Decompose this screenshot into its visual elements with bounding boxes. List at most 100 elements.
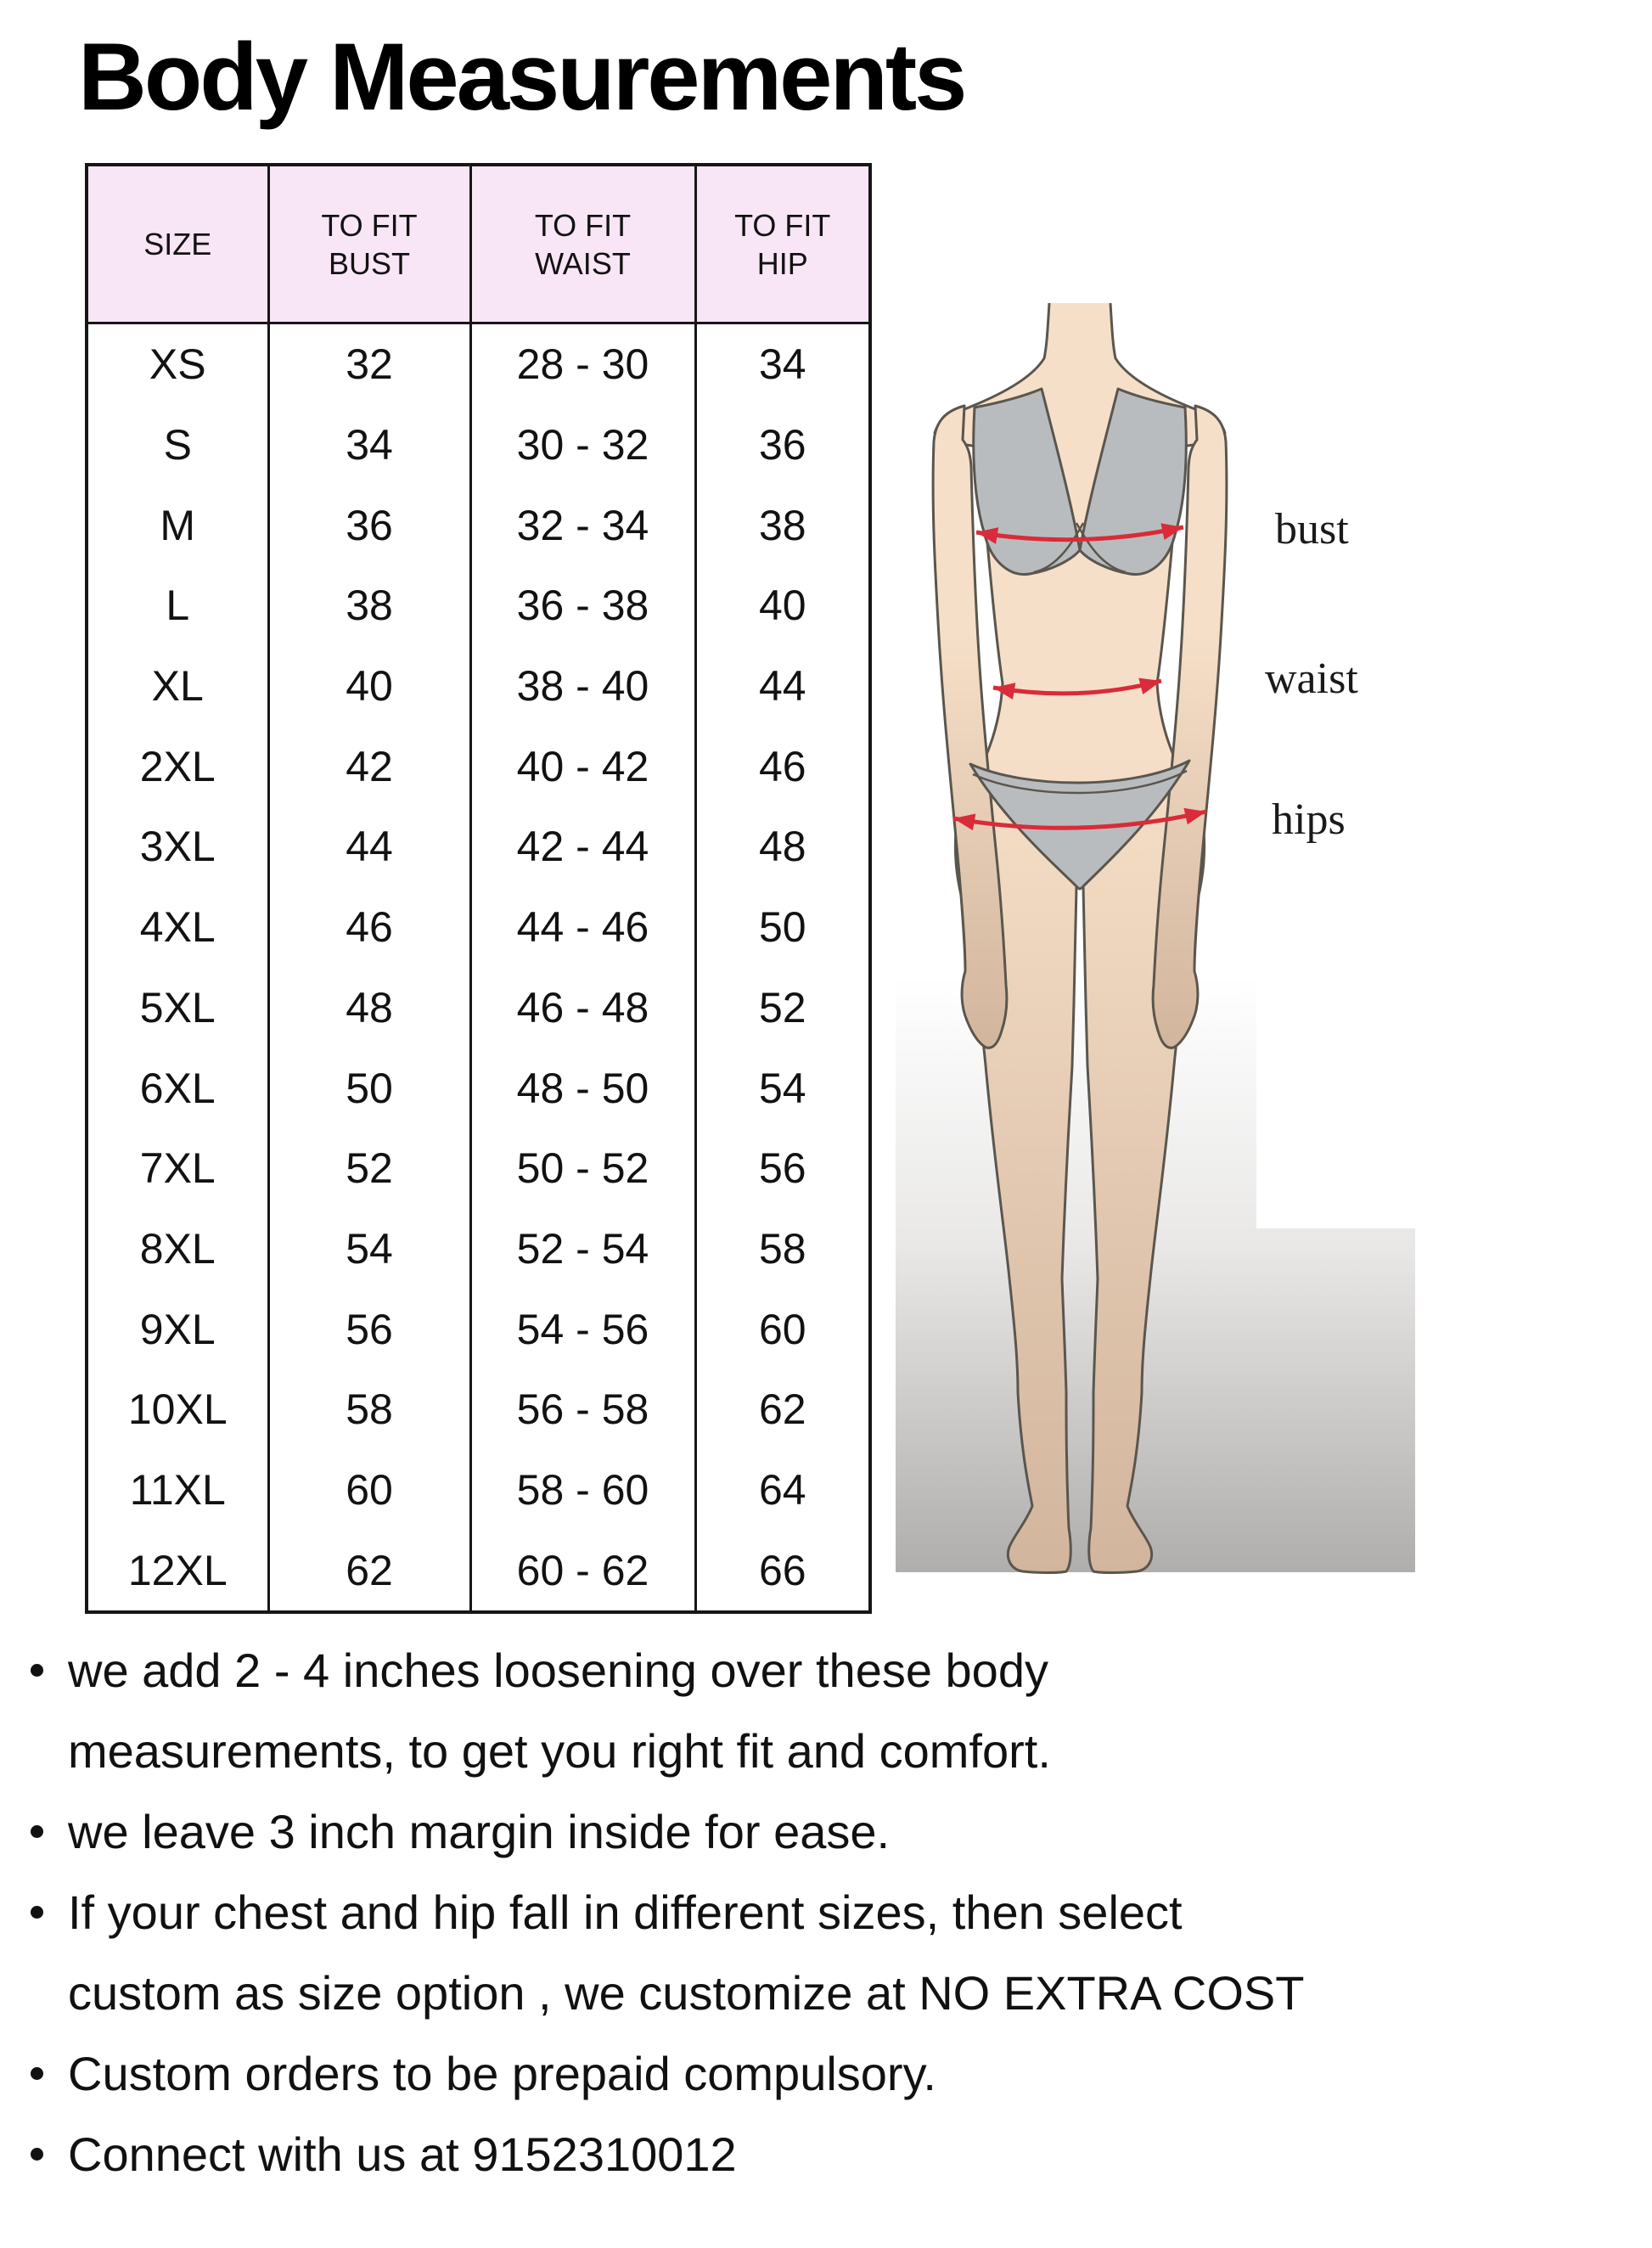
waist-label: waist [1265,655,1358,703]
bust-measure-arrow [975,523,1184,544]
note-item: we add 2 - 4 inches loosening over these… [0,1630,1652,1791]
cell-bust: 60 [267,1449,472,1531]
right-arm [1151,404,1228,1049]
column-header: SIZE [85,165,270,324]
table-row: 5XL 48 46 - 48 52 [85,967,872,1048]
bikini-bottom-waistband [972,769,1188,795]
cell-hip: 60 [694,1289,872,1369]
cell-bust: 40 [267,645,472,727]
cell-size: 11XL [85,1449,270,1531]
cell-hip: 36 [694,404,872,486]
cell-bust: 46 [267,886,472,968]
left-arm [931,404,1009,1049]
column-header: TO FIT BUST [267,165,472,324]
cell-waist: 48 - 50 [469,1048,697,1128]
page-title: Body Measurements [78,24,967,130]
bullet-icon [31,2148,43,2161]
cell-size: 2XL [85,726,270,807]
cell-bust: 50 [267,1048,472,1128]
cell-size: XS [85,323,270,405]
cell-waist: 46 - 48 [469,967,697,1048]
cell-bust: 54 [267,1208,472,1290]
table-row: 9XL 56 54 - 56 60 [85,1289,872,1369]
cell-size: 8XL [85,1208,270,1290]
cell-waist: 40 - 42 [469,726,697,807]
cell-waist: 60 - 62 [469,1530,697,1612]
cell-bust: 62 [267,1530,472,1612]
table-row: S 34 30 - 32 36 [85,404,872,486]
table-row: 2XL 42 40 - 42 46 [85,726,872,807]
hips-label: hips [1272,795,1346,844]
cell-waist: 50 - 52 [469,1127,697,1209]
table-row: 8XL 54 52 - 54 58 [85,1208,872,1290]
cell-hip: 62 [694,1368,872,1450]
table-row: XL 40 38 - 40 44 [85,645,872,727]
cell-size: XL [85,645,270,727]
cell-size: 4XL [85,886,270,968]
cell-waist: 30 - 32 [469,404,697,486]
cell-bust: 58 [267,1368,472,1450]
cell-waist: 28 - 30 [469,323,697,405]
cell-waist: 52 - 54 [469,1208,697,1290]
bullet-icon [31,1906,43,1919]
cell-hip: 46 [694,726,872,807]
cell-size: S [85,404,270,486]
table-row: 10XL 58 56 - 58 62 [85,1368,872,1450]
cell-bust: 44 [267,806,472,887]
cell-size: M [85,485,270,566]
cell-size: 6XL [85,1048,270,1128]
cell-bust: 34 [267,404,472,486]
cell-waist: 56 - 58 [469,1368,697,1450]
cell-size: 12XL [85,1530,270,1612]
bullet-icon [31,2067,43,2080]
cell-waist: 58 - 60 [469,1449,697,1531]
cell-hip: 44 [694,645,872,727]
size-chart-table: SIZE TO FIT BUST TO FIT WAIST TO FIT HIP XS… [85,163,872,1614]
cell-waist: 42 - 44 [469,806,697,887]
table-row: L 38 36 - 38 40 [85,565,872,646]
note-text: we add 2 - 4 inches loosening over these… [68,1644,1051,1778]
cell-hip: 50 [694,886,872,968]
bust-label: bust [1275,505,1349,554]
figure-background-mask [1256,976,1415,1228]
cell-hip: 34 [694,323,872,405]
cell-hip: 40 [694,565,872,646]
cell-waist: 36 - 38 [469,565,697,646]
cell-waist: 38 - 40 [469,645,697,727]
body-figure-svg [931,302,1228,1574]
cell-size: 5XL [85,967,270,1048]
hips-measure-arrow [952,807,1207,831]
body-figure-illustration: bust waist hips [891,280,1435,1579]
table-row: 3XL 44 42 - 44 48 [85,806,872,887]
column-header: TO FIT WAIST [469,165,697,324]
table-row: 12XL 62 60 - 62 66 [85,1530,872,1612]
column-header: TO FIT HIP [694,165,872,324]
note-text: Custom orders to be prepaid compulsory. [68,2047,936,2100]
note-item: Connect with us at 9152310012 [0,2114,1652,2195]
cell-bust: 36 [267,485,472,566]
bullet-icon [31,1825,43,1838]
table-row: 7XL 52 50 - 52 56 [85,1127,872,1209]
cell-bust: 52 [267,1127,472,1209]
waist-measure-arrow [992,677,1162,700]
cell-size: 10XL [85,1368,270,1450]
table-header-row: SIZE TO FIT BUST TO FIT WAIST TO FIT HIP [85,165,872,324]
note-item: Custom orders to be prepaid compulsory. [0,2033,1652,2114]
cell-bust: 32 [267,323,472,405]
note-item: we leave 3 inch margin inside for ease. [0,1791,1652,1872]
cell-hip: 58 [694,1208,872,1290]
table-row: 11XL 60 58 - 60 64 [85,1449,872,1531]
table-row: M 36 32 - 34 38 [85,485,872,566]
cell-waist: 44 - 46 [469,886,697,968]
cell-hip: 56 [694,1127,872,1209]
cell-hip: 48 [694,806,872,887]
bullet-icon [31,1664,43,1677]
cell-bust: 38 [267,565,472,646]
cell-bust: 48 [267,967,472,1048]
cell-bust: 56 [267,1289,472,1369]
cell-waist: 32 - 34 [469,485,697,566]
notes-list: we add 2 - 4 inches loosening over these… [0,1630,1652,2195]
table-row: XS 32 28 - 30 34 [85,323,872,405]
cell-hip: 52 [694,967,872,1048]
